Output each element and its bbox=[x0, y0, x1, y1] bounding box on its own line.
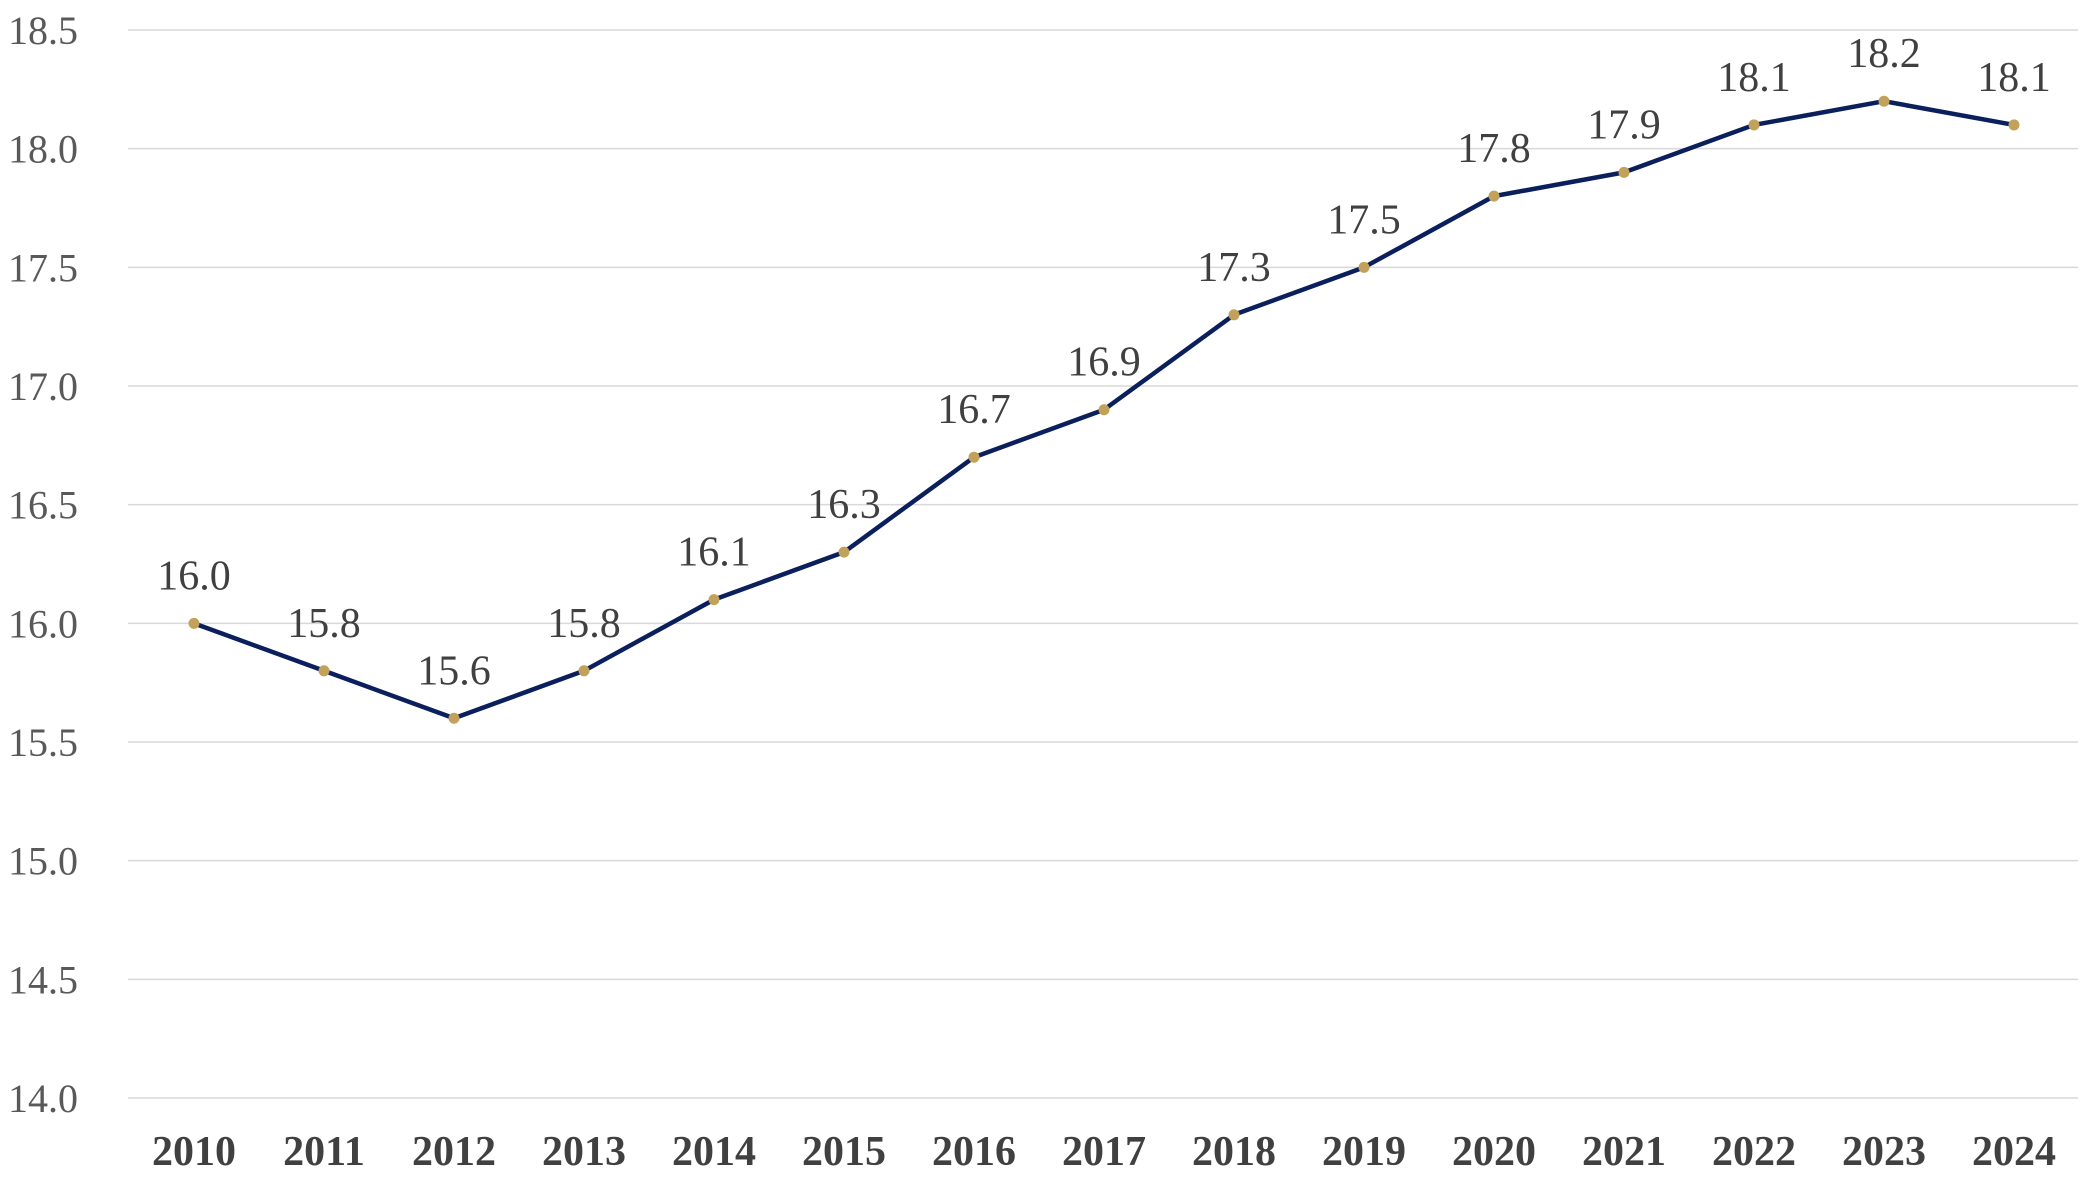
data-point bbox=[838, 546, 850, 558]
x-tick-label: 2024 bbox=[1972, 1129, 2056, 1175]
x-tick-label: 2016 bbox=[932, 1129, 1016, 1175]
data-label: 17.8 bbox=[1457, 126, 1531, 172]
data-label: 15.6 bbox=[417, 648, 491, 694]
y-tick-label: 15.5 bbox=[8, 720, 78, 765]
x-tick-label: 2023 bbox=[1842, 1129, 1926, 1175]
x-tick-label: 2014 bbox=[672, 1129, 756, 1175]
x-tick-label: 2011 bbox=[283, 1129, 365, 1175]
y-tick-label: 16.5 bbox=[8, 483, 78, 528]
data-label: 16.0 bbox=[157, 553, 231, 599]
y-axis-ticks: 14.0 14.5 15.0 15.5 16.0 16.5 17.0 17.5 18.0 18.5 bbox=[8, 8, 78, 1121]
x-tick-label: 2015 bbox=[802, 1129, 886, 1175]
data-point bbox=[1878, 95, 1890, 107]
data-label: 16.1 bbox=[677, 530, 751, 576]
data-point bbox=[448, 712, 460, 724]
data-label: 18.1 bbox=[1717, 55, 1791, 101]
data-point bbox=[1748, 119, 1760, 131]
data-point bbox=[318, 665, 330, 677]
y-tick-label: 17.5 bbox=[8, 245, 78, 290]
x-tick-label: 2010 bbox=[152, 1129, 236, 1175]
x-axis-ticks: 2010 2011 2012 2013 2014 2015 2016 2017 2018 2019… bbox=[152, 1129, 2056, 1175]
data-label: 17.9 bbox=[1587, 102, 1661, 148]
x-tick-label: 2018 bbox=[1192, 1129, 1276, 1175]
x-tick-label: 2019 bbox=[1322, 1129, 1406, 1175]
data-point bbox=[1098, 404, 1110, 416]
y-tick-label: 14.5 bbox=[8, 957, 78, 1002]
data-label: 18.2 bbox=[1847, 31, 1921, 77]
y-tick-label: 18.5 bbox=[8, 8, 78, 53]
y-tick-label: 17.0 bbox=[8, 364, 78, 409]
x-tick-label: 2020 bbox=[1452, 1129, 1536, 1175]
gridlines bbox=[128, 29, 2078, 1099]
x-tick-label: 2012 bbox=[412, 1129, 496, 1175]
data-label: 16.3 bbox=[807, 482, 881, 528]
x-tick-label: 2017 bbox=[1062, 1129, 1146, 1175]
y-tick-label: 14.0 bbox=[8, 1076, 78, 1121]
data-point bbox=[188, 617, 200, 629]
data-point bbox=[578, 665, 590, 677]
data-label: 15.8 bbox=[287, 601, 361, 647]
data-label: 17.3 bbox=[1197, 245, 1271, 291]
series-layer bbox=[188, 95, 2020, 724]
data-label: 18.1 bbox=[1977, 55, 2051, 101]
x-tick-label: 2013 bbox=[542, 1129, 626, 1175]
data-label: 17.5 bbox=[1327, 197, 1401, 243]
data-point bbox=[968, 451, 980, 463]
data-point bbox=[2008, 119, 2020, 131]
data-point bbox=[708, 594, 720, 606]
data-point bbox=[1488, 190, 1500, 202]
data-point bbox=[1618, 166, 1630, 178]
data-label: 15.8 bbox=[547, 601, 621, 647]
data-labels: 16.0 15.8 15.6 15.8 16.1 16.3 16.7 16.9 17.3 17.5… bbox=[157, 31, 2051, 694]
x-tick-label: 2021 bbox=[1582, 1129, 1666, 1175]
x-tick-label: 2022 bbox=[1712, 1129, 1796, 1175]
data-point bbox=[1228, 309, 1240, 321]
data-label: 16.7 bbox=[937, 387, 1011, 433]
y-tick-label: 18.0 bbox=[8, 127, 78, 172]
y-tick-label: 16.0 bbox=[8, 601, 78, 646]
y-tick-label: 15.0 bbox=[8, 839, 78, 884]
data-point bbox=[1358, 261, 1370, 273]
data-label: 16.9 bbox=[1067, 340, 1141, 386]
